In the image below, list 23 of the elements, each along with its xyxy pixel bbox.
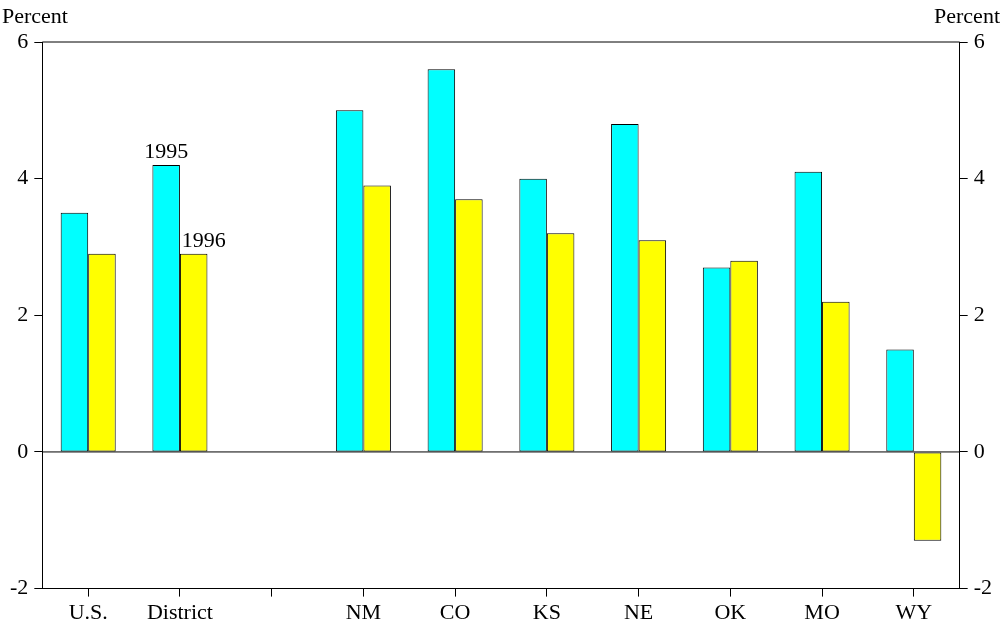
x-tick-label: KS (532, 598, 561, 624)
x-tick-label: NE (623, 598, 654, 624)
x-tick-label: CO (439, 598, 471, 624)
y-tick-label: 0 (17, 437, 29, 463)
annotation: 1995 (144, 137, 189, 163)
annotation: 1996 (181, 226, 226, 252)
x-tick-label: District (146, 598, 213, 624)
y-tick-label: 2 (17, 301, 29, 327)
y-tick-label: -2 (10, 574, 29, 600)
x-tick-label: NM (345, 598, 382, 624)
y2-tick-label: 2 (973, 301, 985, 327)
y2-axis-title: Percent (934, 2, 1000, 28)
y2-tick-label: 0 (973, 437, 985, 463)
x-tick-label: WY (895, 598, 933, 624)
y2-tick-label: 6 (973, 27, 985, 53)
x-tick-label: U.S. (68, 598, 108, 624)
y-tick-label: 6 (17, 27, 29, 53)
x-tick-label: OK (714, 598, 747, 624)
y-tick-label: 4 (17, 164, 29, 190)
y2-tick-label: -2 (973, 574, 992, 600)
y2-tick-label: 4 (973, 164, 985, 190)
x-tick-label: MO (804, 598, 840, 624)
y-axis-title: Percent (2, 2, 68, 28)
